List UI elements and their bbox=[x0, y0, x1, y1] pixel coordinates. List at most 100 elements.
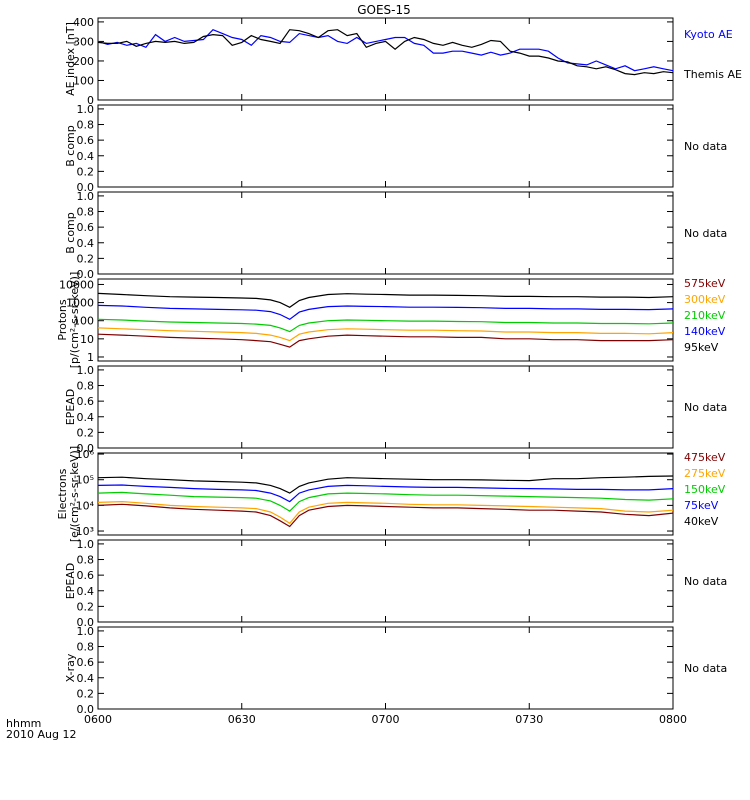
legend-entry: 575keV bbox=[684, 277, 726, 290]
y-tick-label: 0.2 bbox=[77, 687, 95, 700]
panel-3: 0.0 0.2 0.4 0.6 0.8 1.0B comp No data bbox=[64, 190, 727, 281]
y-tick-label: 0.0 bbox=[77, 181, 95, 194]
panel-frame bbox=[97, 278, 674, 362]
series-line-575kev bbox=[97, 333, 674, 348]
y-tick-label: 100 bbox=[73, 315, 94, 328]
x-tick-label: 0800 bbox=[659, 713, 687, 726]
panel-frame bbox=[97, 539, 674, 623]
legend-entry: 475keV bbox=[684, 451, 726, 464]
legend-entry: 40keV bbox=[684, 515, 719, 528]
y-tick-label: 0.4 bbox=[77, 237, 95, 250]
panel-frame bbox=[97, 365, 674, 449]
series-line-40kev bbox=[97, 475, 674, 494]
y-axis-label: Protons bbox=[56, 299, 69, 340]
y-tick-label: 0.0 bbox=[77, 268, 95, 281]
y-tick-label: 0.6 bbox=[77, 656, 95, 669]
y-axis-label: B comp bbox=[64, 125, 77, 167]
y-axis-label-units: [p/(cm²-s-sr-keV)] bbox=[68, 272, 81, 369]
chart-title: GOES-15 bbox=[357, 3, 411, 17]
y-tick-label: 1.0 bbox=[77, 103, 95, 116]
legend-entry: 210keV bbox=[684, 309, 726, 322]
y-axis-label: EPEAD bbox=[64, 389, 77, 426]
panel-2: 0.0 0.2 0.4 0.6 0.8 1.0B comp No data bbox=[64, 103, 727, 194]
x-axis: 0600 0630 0700 0730 0800 bbox=[84, 18, 687, 726]
x-axis-date: 2010 Aug 12 bbox=[6, 728, 76, 741]
y-tick-label: 10⁶ bbox=[76, 448, 95, 461]
y-tick-label: 0.8 bbox=[77, 641, 95, 654]
series-line-300kev bbox=[97, 327, 674, 342]
panel-6: 10³ 10⁴ 10⁵ 10⁶ Electrons [e/(cm²-s-sr-keV)] 4… bbox=[56, 446, 726, 542]
y-tick-label: 0.0 bbox=[77, 442, 95, 455]
y-tick-label: 10 bbox=[80, 333, 94, 346]
y-tick-label: 0.4 bbox=[77, 672, 95, 685]
y-tick-label: 200 bbox=[73, 55, 94, 68]
series-line-95kev bbox=[97, 292, 674, 308]
y-tick-label: 0.0 bbox=[77, 703, 95, 716]
y-tick-label: 0.2 bbox=[77, 426, 95, 439]
y-tick-label: 0.8 bbox=[77, 206, 95, 219]
legend-entry: 140keV bbox=[684, 325, 726, 338]
y-tick-label: 0.6 bbox=[77, 395, 95, 408]
y-tick-label: 0.6 bbox=[77, 221, 95, 234]
x-tick-label: 0630 bbox=[228, 713, 256, 726]
y-axis-label: X-ray bbox=[64, 653, 77, 682]
no-data-label: No data bbox=[684, 140, 727, 153]
series-line-150kev bbox=[97, 491, 674, 512]
panel-8: 0.0 0.2 0.4 0.6 0.8 1.0 X-ray No data bbox=[64, 625, 727, 716]
y-tick-label: 400 bbox=[73, 16, 94, 29]
y-tick-label: 1.0 bbox=[77, 538, 95, 551]
series-line-kyoto-ae bbox=[97, 28, 674, 72]
y-tick-label: 0.8 bbox=[77, 554, 95, 567]
y-tick-label: 0.6 bbox=[77, 134, 95, 147]
y-axis-label: B comp bbox=[64, 212, 77, 254]
y-tick-label: 1.0 bbox=[77, 190, 95, 203]
x-axis-label: hhmm bbox=[6, 717, 41, 730]
y-tick-label: 300 bbox=[73, 35, 94, 48]
series-line-themis-ae bbox=[97, 29, 674, 76]
series-line-75kev bbox=[97, 484, 674, 503]
y-axis-label-units: [e/(cm²-s-sr-keV)] bbox=[68, 446, 81, 542]
no-data-label: No data bbox=[684, 662, 727, 675]
y-tick-label: 0.2 bbox=[77, 165, 95, 178]
y-tick-label: 0.2 bbox=[77, 252, 95, 265]
legend-entry: 75keV bbox=[684, 499, 719, 512]
y-axis-label: EPEAD bbox=[64, 563, 77, 600]
no-data-label: No data bbox=[684, 575, 727, 588]
y-tick-label: 1.0 bbox=[77, 625, 95, 638]
y-tick-label: 0.2 bbox=[77, 600, 95, 613]
y-tick-label: 0.4 bbox=[77, 411, 95, 424]
panel-frame bbox=[97, 191, 674, 275]
series-line-140kev bbox=[97, 304, 674, 321]
y-tick-label: 0.8 bbox=[77, 119, 95, 132]
y-tick-label: 0.0 bbox=[77, 616, 95, 629]
y-tick-label: 0.4 bbox=[77, 150, 95, 163]
no-data-label: No data bbox=[684, 227, 727, 240]
y-axis-label: Electrons bbox=[56, 468, 69, 519]
panel-4: 1 10 100 1000 10000 Protons [p/(cm²-s-sr-keV)]… bbox=[56, 272, 726, 369]
legend-entry: 95keV bbox=[684, 341, 719, 354]
y-tick-label: 10⁴ bbox=[76, 499, 95, 512]
y-tick-label: 1.0 bbox=[77, 364, 95, 377]
series-line-275kev bbox=[97, 500, 674, 525]
y-tick-label: 10⁵ bbox=[76, 474, 94, 487]
panel-frame bbox=[97, 17, 674, 101]
legend-entry: Themis AE bbox=[683, 68, 742, 81]
x-tick-label: 0730 bbox=[515, 713, 543, 726]
y-tick-label: 100 bbox=[73, 74, 94, 87]
panel-frame bbox=[97, 104, 674, 188]
y-tick-label: 0.4 bbox=[77, 585, 95, 598]
no-data-label: No data bbox=[684, 401, 727, 414]
y-tick-label: 10³ bbox=[76, 525, 94, 538]
y-tick-label: 1000 bbox=[66, 297, 94, 310]
x-tick-label: 0700 bbox=[372, 713, 400, 726]
y-tick-label: 0.8 bbox=[77, 380, 95, 393]
y-axis-label: AE index [nT] bbox=[64, 22, 77, 96]
series-line-475kev bbox=[97, 503, 674, 528]
legend-entry: 150keV bbox=[684, 483, 726, 496]
legend-entry: Kyoto AE bbox=[684, 28, 733, 41]
series-line-210kev bbox=[97, 318, 674, 333]
